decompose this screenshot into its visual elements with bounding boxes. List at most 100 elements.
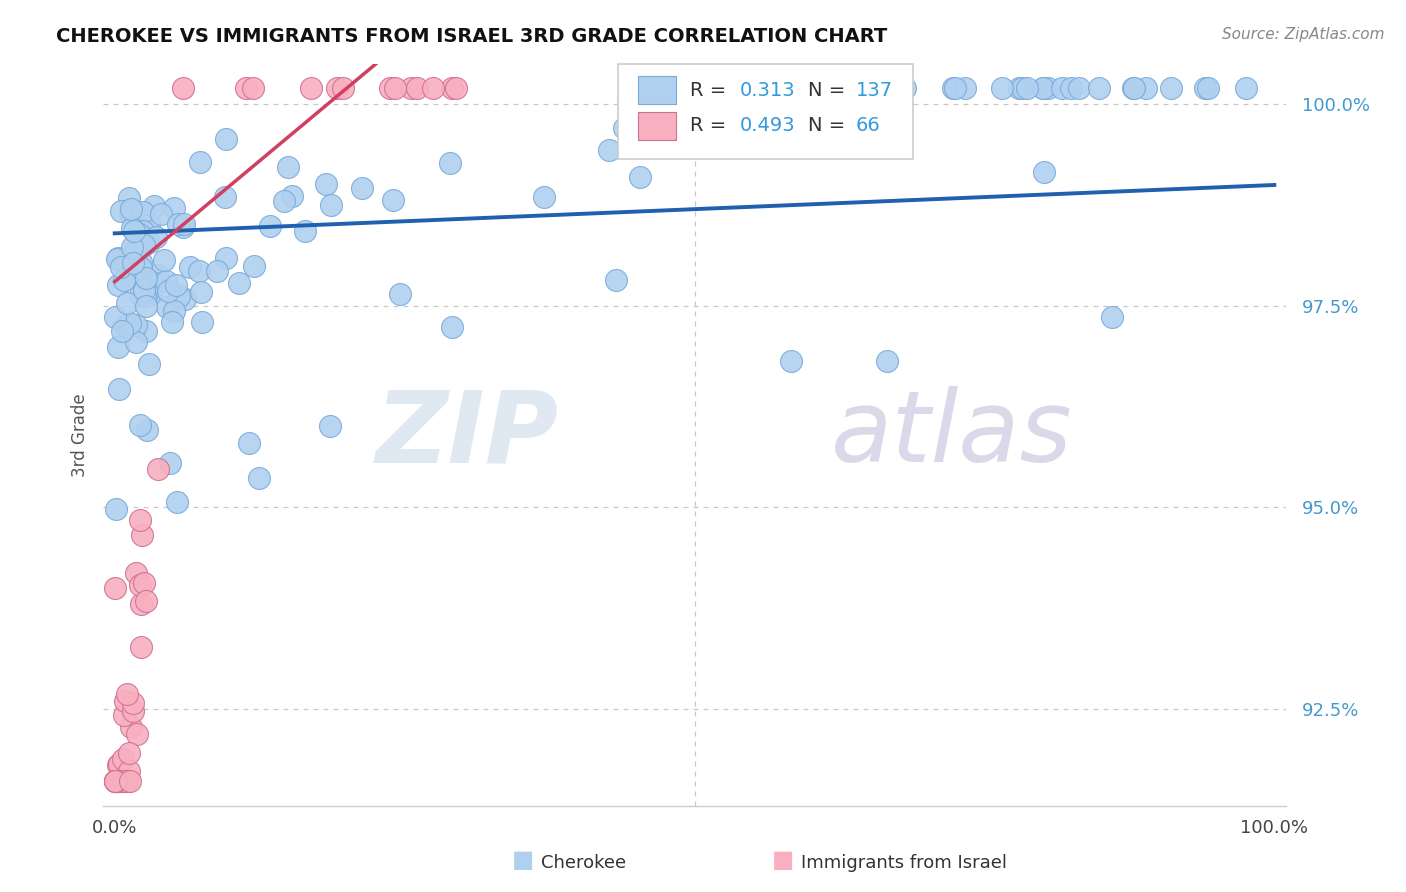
Point bbox=[166, 494, 188, 508]
Point bbox=[401, 81, 423, 95]
Point bbox=[110, 260, 132, 274]
Point bbox=[125, 243, 148, 257]
Point bbox=[131, 528, 153, 542]
Point bbox=[127, 727, 149, 741]
Point bbox=[319, 418, 342, 433]
Point bbox=[110, 203, 132, 218]
Point bbox=[422, 81, 444, 95]
Point bbox=[1087, 81, 1109, 95]
Point bbox=[108, 757, 131, 772]
Point bbox=[817, 95, 839, 109]
Point bbox=[115, 295, 138, 310]
Point bbox=[108, 382, 131, 396]
Point bbox=[135, 594, 157, 608]
Point bbox=[112, 774, 135, 789]
Text: 137: 137 bbox=[855, 80, 893, 100]
Point bbox=[108, 774, 131, 789]
Text: ■: ■ bbox=[772, 848, 794, 872]
Point bbox=[131, 204, 153, 219]
Point bbox=[104, 774, 127, 789]
Point bbox=[124, 244, 146, 258]
Point bbox=[174, 292, 197, 306]
Point bbox=[352, 181, 374, 195]
Text: ■: ■ bbox=[512, 848, 534, 872]
Point bbox=[139, 286, 162, 301]
Point bbox=[388, 286, 411, 301]
Point bbox=[121, 240, 143, 254]
Point bbox=[1069, 81, 1091, 95]
Point bbox=[105, 774, 128, 789]
Point bbox=[533, 190, 555, 204]
Point bbox=[107, 774, 129, 789]
Point bbox=[110, 324, 132, 338]
Point bbox=[135, 299, 157, 313]
Point bbox=[668, 134, 690, 148]
Point bbox=[605, 273, 627, 287]
Point bbox=[1007, 81, 1029, 95]
Point bbox=[247, 470, 270, 484]
Point bbox=[107, 774, 129, 789]
Point bbox=[136, 285, 159, 300]
Point bbox=[238, 435, 260, 450]
Point bbox=[214, 190, 236, 204]
Y-axis label: 3rd Grade: 3rd Grade bbox=[72, 393, 89, 476]
Point bbox=[156, 284, 179, 298]
Point bbox=[378, 81, 401, 95]
Point bbox=[121, 704, 143, 718]
Point bbox=[1032, 165, 1054, 179]
Point bbox=[332, 81, 354, 95]
Point bbox=[104, 774, 127, 789]
Point bbox=[121, 267, 143, 281]
Point bbox=[172, 220, 194, 235]
Point bbox=[145, 229, 167, 244]
Point bbox=[128, 513, 150, 527]
Point bbox=[652, 123, 675, 137]
Point bbox=[138, 235, 160, 249]
Point bbox=[991, 81, 1014, 95]
Point bbox=[105, 774, 128, 789]
Point bbox=[215, 132, 238, 146]
Point bbox=[440, 81, 463, 95]
Point bbox=[105, 774, 128, 789]
Point bbox=[235, 81, 257, 95]
Point bbox=[876, 125, 898, 139]
Point bbox=[125, 318, 148, 332]
Point bbox=[146, 461, 169, 475]
Point bbox=[188, 155, 211, 169]
Point bbox=[104, 774, 127, 789]
Point bbox=[134, 289, 156, 303]
Point bbox=[1160, 81, 1182, 95]
Point bbox=[326, 81, 349, 95]
Point bbox=[159, 456, 181, 470]
Point bbox=[160, 315, 183, 329]
Point bbox=[205, 264, 228, 278]
Text: CHEROKEE VS IMMIGRANTS FROM ISRAEL 3RD GRADE CORRELATION CHART: CHEROKEE VS IMMIGRANTS FROM ISRAEL 3RD G… bbox=[56, 27, 887, 45]
Point bbox=[107, 774, 129, 789]
Text: ZIP: ZIP bbox=[375, 386, 558, 483]
Point bbox=[111, 774, 134, 789]
Point bbox=[131, 255, 153, 269]
Point bbox=[104, 310, 127, 324]
Point bbox=[780, 354, 803, 368]
Point bbox=[105, 252, 128, 266]
Point bbox=[120, 774, 142, 789]
Point bbox=[280, 189, 302, 203]
Point bbox=[155, 274, 177, 288]
Point bbox=[294, 224, 316, 238]
Point bbox=[1060, 81, 1083, 95]
Text: Source: ZipAtlas.com: Source: ZipAtlas.com bbox=[1222, 27, 1385, 42]
Point bbox=[138, 357, 160, 371]
Point bbox=[179, 260, 201, 274]
Point bbox=[720, 109, 742, 123]
Point bbox=[121, 221, 143, 235]
Point bbox=[118, 764, 141, 778]
Point bbox=[115, 774, 138, 789]
Point bbox=[1135, 81, 1157, 95]
Point bbox=[112, 273, 135, 287]
Text: atlas: atlas bbox=[831, 386, 1073, 483]
Point bbox=[894, 81, 917, 95]
Point bbox=[122, 255, 145, 269]
Point bbox=[104, 774, 127, 789]
Point bbox=[277, 160, 299, 174]
Point bbox=[215, 251, 238, 265]
